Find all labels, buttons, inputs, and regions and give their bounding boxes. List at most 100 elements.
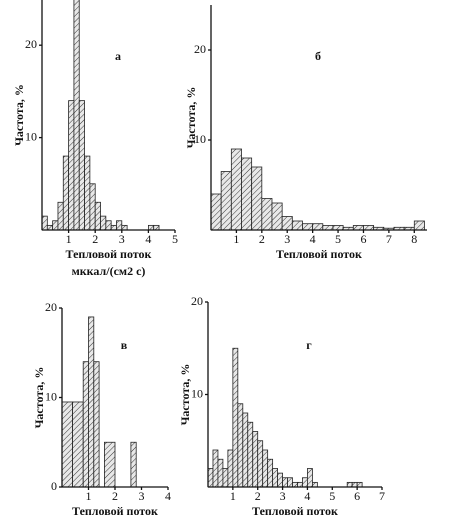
bar [130, 441, 137, 488]
bar [232, 347, 239, 488]
bar [251, 166, 263, 231]
bar [322, 225, 334, 231]
x-tick-label: 2 [259, 232, 265, 246]
bar [291, 220, 303, 231]
panel-label: б [315, 49, 321, 63]
bar [252, 431, 259, 488]
y-tick-label: 20 [194, 42, 206, 56]
y-tick-label: 10 [25, 129, 37, 143]
bar [104, 441, 116, 488]
bar [311, 481, 318, 488]
bar [82, 361, 89, 488]
bar [277, 472, 283, 488]
y-tick-label: 0 [51, 479, 57, 493]
bar [346, 481, 353, 488]
y-tick-label: 20 [191, 294, 203, 308]
x-tick-label: 3 [280, 489, 286, 503]
bar [57, 201, 64, 231]
bar [271, 202, 283, 231]
y-tick-label: 20 [45, 300, 57, 314]
bar [241, 157, 253, 231]
bar [220, 171, 232, 231]
x-axis-label: Тепловой поток [72, 504, 158, 518]
bar [292, 481, 298, 488]
bar [41, 215, 48, 231]
bar [267, 458, 274, 488]
bar [363, 225, 375, 231]
bar [262, 449, 269, 488]
bar [78, 100, 85, 231]
y-tick-label: 10 [194, 132, 206, 146]
bar [153, 224, 160, 231]
bar [93, 361, 100, 488]
x-tick-label: 4 [310, 232, 316, 246]
bar [230, 148, 242, 231]
x-tick-label: 5 [172, 232, 178, 246]
bar [302, 477, 308, 488]
bar [307, 468, 313, 488]
bar [237, 403, 244, 488]
x-tick-label: 1 [86, 489, 92, 503]
x-tick-label: 8 [411, 232, 417, 246]
bar [222, 468, 229, 488]
bar [281, 216, 293, 231]
x-tick-label: 1 [233, 232, 239, 246]
bar [332, 225, 344, 231]
bar [356, 481, 363, 488]
x-tick-label: 2 [112, 489, 118, 503]
bar [89, 183, 96, 231]
bar [68, 100, 75, 231]
bar [72, 401, 84, 488]
x-axis-label: Тепловой поток [252, 504, 338, 518]
y-axis-label: Частота, % [184, 87, 198, 149]
panel-label: г [306, 338, 312, 352]
bar [282, 477, 288, 488]
x-axis-units: мккал/(см2 с) [72, 264, 146, 278]
bar [242, 412, 249, 488]
bar [302, 223, 314, 231]
panel-label: в [121, 338, 128, 352]
bar [62, 155, 69, 231]
x-tick-label: 4 [165, 489, 171, 503]
bar [351, 481, 358, 488]
x-tick-label: 2 [92, 232, 98, 246]
x-tick-label: 5 [335, 232, 341, 246]
bar [297, 481, 303, 488]
bar [257, 440, 264, 488]
bar [147, 224, 155, 231]
x-tick-label: 7 [379, 489, 385, 503]
bar [52, 220, 59, 231]
y-axis-label: Частота, % [12, 84, 26, 146]
bar [88, 316, 95, 488]
bar [116, 220, 123, 231]
bar [212, 449, 219, 488]
x-tick-label: 1 [66, 232, 72, 246]
x-tick-label: 3 [284, 232, 290, 246]
bar [413, 220, 425, 231]
y-tick-label: 10 [45, 389, 57, 403]
x-axis-label: Тепловой поток [276, 247, 362, 261]
x-tick-label: 3 [139, 489, 145, 503]
y-axis-label: Частота, % [32, 367, 46, 429]
bar [287, 477, 293, 488]
x-axis-label: Тепловой поток [66, 247, 152, 261]
y-axis-label: Частота, % [178, 364, 192, 426]
bar [73, 0, 80, 231]
bar [84, 155, 91, 231]
x-tick-label: 6 [354, 489, 360, 503]
bar [247, 421, 254, 488]
bar [227, 449, 234, 488]
bar [217, 458, 224, 488]
bar [110, 224, 117, 231]
y-tick-label: 10 [191, 386, 203, 400]
bar [352, 225, 364, 231]
bar [272, 468, 278, 488]
bar [94, 201, 101, 231]
x-tick-label: 7 [386, 232, 392, 246]
bar [46, 224, 54, 231]
x-tick-label: 3 [119, 232, 125, 246]
y-tick-label: 20 [25, 37, 37, 51]
bar [261, 198, 273, 231]
bar [121, 224, 128, 231]
